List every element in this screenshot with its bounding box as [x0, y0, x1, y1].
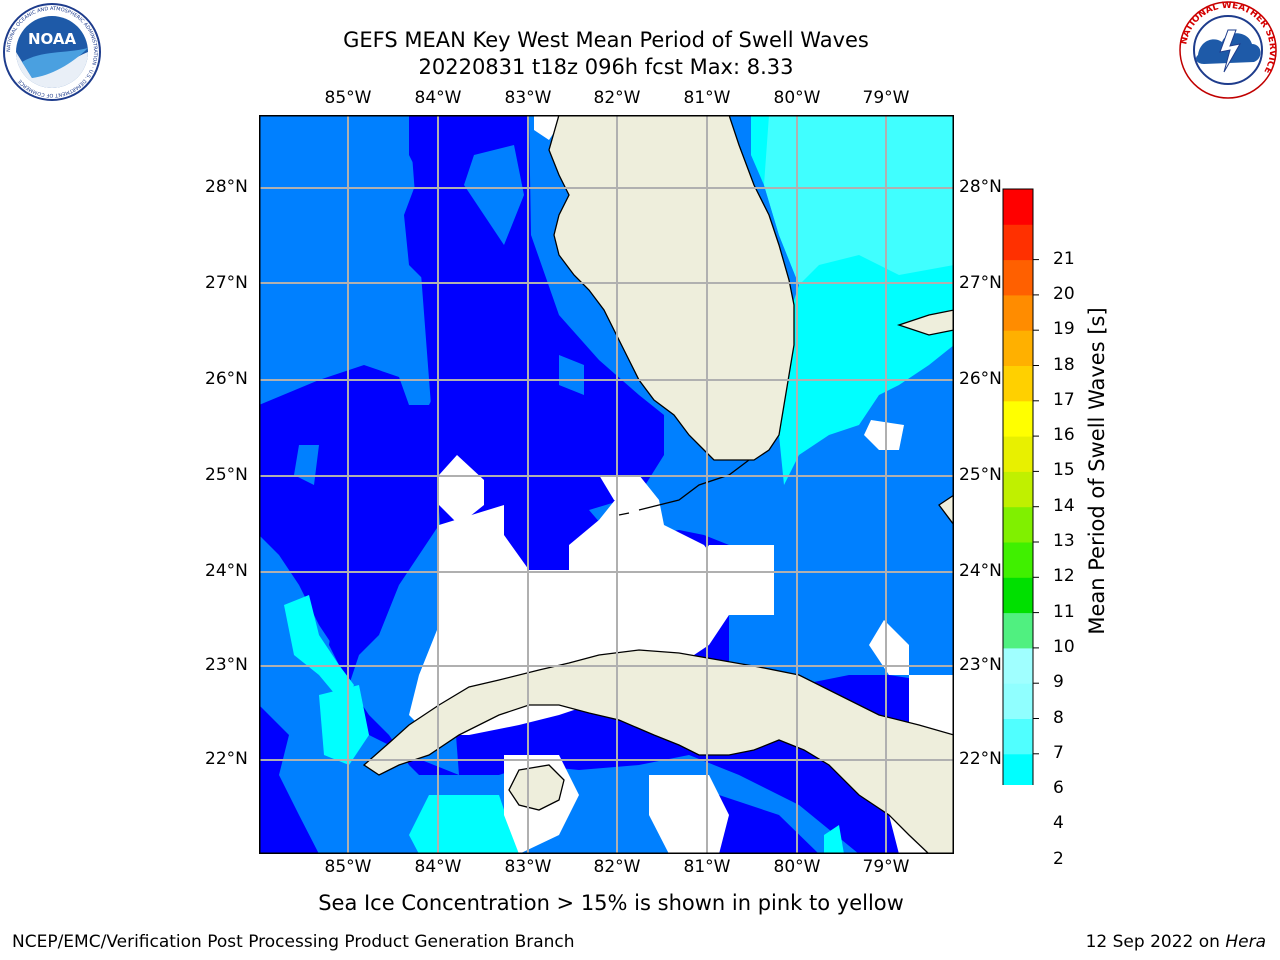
colorbar-segment — [1003, 683, 1033, 719]
colorbar-tick-label: 12 — [1053, 566, 1075, 587]
colorbar-segment — [1003, 577, 1033, 614]
noaa-logo: NOAA NATIONAL OCEANIC AND ATMOSPHERIC AD… — [3, 3, 101, 101]
colorbar-tick-label: 13 — [1053, 531, 1075, 551]
nws-logo: NATIONAL WEATHER SERVICE — [1179, 1, 1277, 99]
colorbar-tick-label: 14 — [1053, 495, 1075, 516]
colorbar-tick-label: 16 — [1053, 425, 1075, 446]
footer-host: Hera — [1225, 932, 1266, 952]
colorbar-frame — [1002, 188, 1034, 785]
colorbar-tick-label: 7 — [1053, 742, 1064, 763]
colorbar-segment — [1003, 365, 1033, 402]
colorbar-segment — [1003, 224, 1033, 261]
colorbar-title: Mean Period of Swell Waves [s] — [1085, 307, 1109, 635]
lat-label-left-26n: 26°N — [205, 369, 248, 389]
lat-label-right-24n: 24°N — [959, 561, 1002, 581]
colorbar-segment — [1003, 753, 1033, 785]
footer-date-text: 12 Sep 2022 on — [1085, 932, 1226, 952]
colorbar-tick-label: 17 — [1053, 389, 1075, 410]
lat-label-right-27n: 27°N — [959, 273, 1002, 293]
colorbar-segment — [1003, 259, 1033, 296]
lon-label-top-82w: 82°W — [593, 88, 641, 108]
lon-label-bottom-81w: 81°W — [683, 857, 731, 877]
footer-date: 12 Sep 2022 on Hera — [1086, 932, 1266, 952]
colorbar-segment — [1003, 436, 1033, 472]
lat-label-left-27n: 27°N — [205, 273, 248, 293]
lon-label-top-80w: 80°W — [773, 88, 821, 108]
lat-label-right-22n: 22°N — [959, 749, 1002, 769]
colorbar-tick-label: 2 — [1053, 848, 1064, 869]
colorbar-segment — [1003, 542, 1033, 578]
lon-label-bottom-80w: 80°W — [773, 857, 821, 877]
lon-label-top-84w: 84°W — [414, 88, 462, 108]
colorbar-segment — [1003, 294, 1033, 331]
lat-label-left-28n: 28°N — [205, 177, 248, 197]
colorbar-tick-label: 4 — [1053, 813, 1064, 834]
lon-label-top-79w: 79°W — [862, 88, 910, 108]
lon-label-top-83w: 83°W — [504, 88, 552, 108]
lon-label-bottom-79w: 79°W — [862, 857, 910, 877]
lat-label-right-25n: 25°N — [959, 465, 1002, 485]
colorbar-segment — [1003, 400, 1033, 437]
colorbar-segment — [1003, 506, 1033, 543]
colorbar-segment — [1003, 718, 1033, 755]
colorbar-segment — [1003, 330, 1033, 366]
lat-label-left-25n: 25°N — [205, 465, 248, 485]
colorbar-segment — [1003, 471, 1033, 508]
colorbar-tick-label: 6 — [1053, 778, 1064, 799]
lat-label-left-23n: 23°N — [205, 655, 248, 675]
lat-label-left-24n: 24°N — [205, 561, 248, 581]
lat-label-left-22n: 22°N — [205, 749, 248, 769]
map-title: GEFS MEAN Key West Mean Period of Swell … — [343, 28, 869, 52]
colorbar-tick-label: 10 — [1053, 636, 1075, 657]
colorbar-tick-label: 21 — [1053, 248, 1075, 269]
map-plot — [259, 115, 954, 854]
colorbar-tick-label: 19 — [1053, 319, 1075, 340]
lat-label-right-26n: 26°N — [959, 369, 1002, 389]
lon-label-bottom-85w: 85°W — [324, 857, 372, 877]
footer-credit: NCEP/EMC/Verification Post Processing Pr… — [12, 932, 575, 952]
colorbar-tick-label: 11 — [1053, 601, 1075, 622]
noaa-logo-text: NOAA — [28, 30, 77, 48]
colorbar-tick-label: 20 — [1053, 283, 1075, 304]
lon-label-top-81w: 81°W — [683, 88, 731, 108]
colorbar-tick-label: 9 — [1053, 672, 1064, 693]
colorbar-tick-label: 15 — [1053, 460, 1075, 481]
lon-label-bottom-84w: 84°W — [414, 857, 462, 877]
lat-label-right-28n: 28°N — [959, 177, 1002, 197]
colorbar-tick-label: 18 — [1053, 354, 1075, 375]
sea-ice-note: Sea Ice Concentration > 15% is shown in … — [318, 891, 904, 915]
map-subtitle: 20220831 t18z 096h fcst Max: 8.33 — [418, 55, 794, 79]
lon-label-bottom-82w: 82°W — [593, 857, 641, 877]
lon-label-top-85w: 85°W — [324, 88, 372, 108]
land-florida — [548, 115, 795, 461]
lon-label-bottom-83w: 83°W — [504, 857, 552, 877]
colorbar-segment — [1003, 647, 1033, 684]
colorbar-tick-label: 8 — [1053, 707, 1064, 728]
colorbar-segment — [1003, 612, 1033, 649]
colorbar-segment — [1003, 189, 1033, 225]
map-gridlines — [259, 115, 954, 854]
lat-label-right-23n: 23°N — [959, 655, 1002, 675]
colorbar — [1002, 188, 1039, 785]
